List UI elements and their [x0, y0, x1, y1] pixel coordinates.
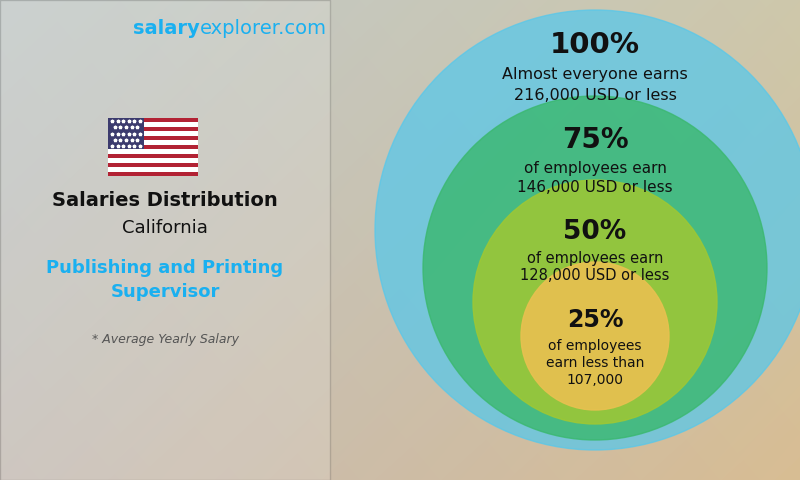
Text: of employees: of employees: [548, 339, 642, 353]
Text: * Average Yearly Salary: * Average Yearly Salary: [91, 334, 238, 347]
Bar: [108, 118, 198, 122]
Text: Almost everyone earns: Almost everyone earns: [502, 68, 688, 83]
Text: California: California: [122, 219, 208, 237]
Text: 25%: 25%: [566, 308, 623, 332]
Bar: [108, 163, 198, 167]
Text: 107,000: 107,000: [566, 373, 623, 387]
Text: explorer.com: explorer.com: [200, 19, 327, 37]
Text: 100%: 100%: [550, 31, 640, 59]
Text: of employees earn: of employees earn: [523, 160, 666, 176]
Text: 75%: 75%: [562, 126, 628, 154]
Circle shape: [473, 180, 717, 424]
FancyBboxPatch shape: [0, 0, 330, 480]
Text: 216,000 USD or less: 216,000 USD or less: [514, 87, 677, 103]
Bar: [108, 171, 198, 176]
Text: Salaries Distribution: Salaries Distribution: [52, 191, 278, 209]
Bar: [108, 118, 144, 149]
Bar: [108, 136, 198, 140]
Bar: [108, 127, 198, 132]
Bar: [108, 118, 198, 176]
Bar: [108, 154, 198, 158]
Circle shape: [521, 262, 669, 410]
Bar: [108, 145, 198, 149]
Text: 146,000 USD or less: 146,000 USD or less: [517, 180, 673, 194]
Circle shape: [375, 10, 800, 450]
Circle shape: [423, 96, 767, 440]
Text: earn less than: earn less than: [546, 356, 644, 370]
Text: Supervisor: Supervisor: [110, 283, 220, 301]
Text: salary: salary: [134, 19, 200, 37]
Text: 128,000 USD or less: 128,000 USD or less: [520, 268, 670, 284]
Text: 50%: 50%: [563, 219, 626, 245]
Text: of employees earn: of employees earn: [527, 251, 663, 265]
Text: Publishing and Printing: Publishing and Printing: [46, 259, 283, 277]
